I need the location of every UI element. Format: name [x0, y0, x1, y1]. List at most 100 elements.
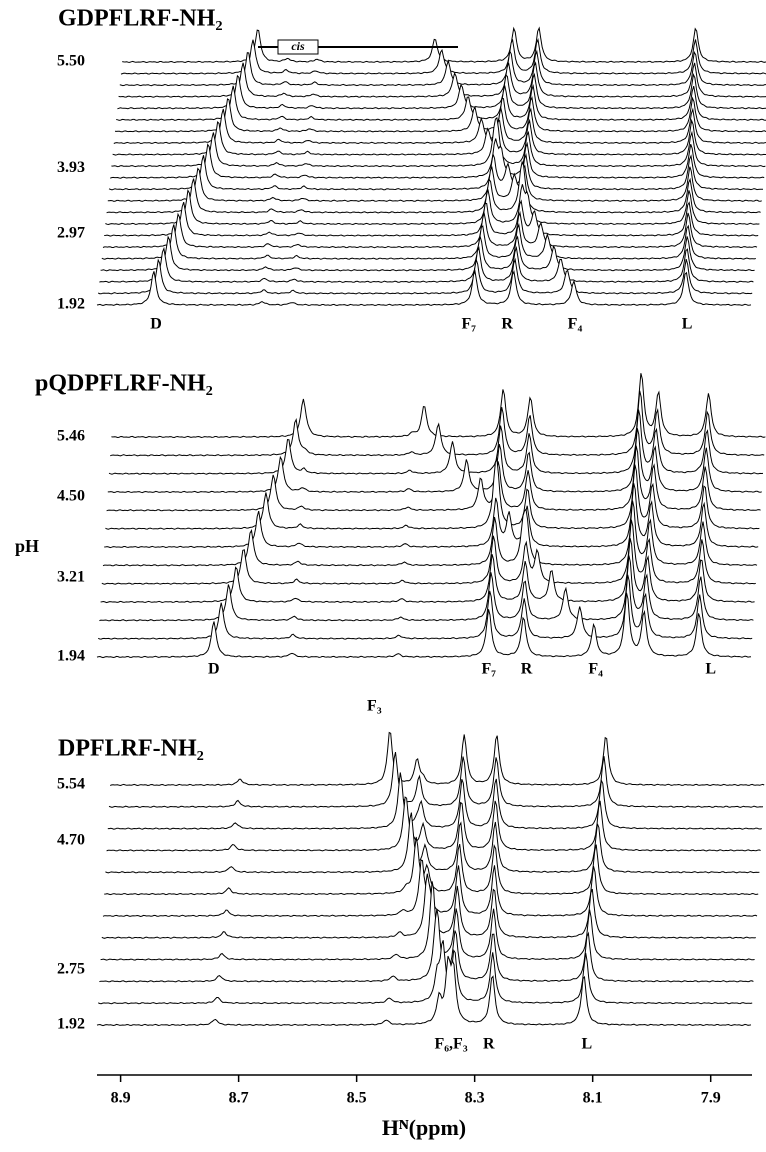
- spectrum-trace: [116, 84, 766, 121]
- trace-mask: [100, 236, 755, 274]
- trace-mask: [104, 201, 759, 239]
- trace-mask: [101, 224, 756, 262]
- annotation: cis: [291, 39, 305, 53]
- y-tick-label: 1.92: [57, 296, 85, 313]
- spectrum-trace: [96, 592, 752, 659]
- y-tick-label: 5.46: [57, 428, 85, 445]
- x-tick-label: 8.1: [583, 1090, 603, 1107]
- peak-label: F₆,F₃: [434, 1036, 467, 1053]
- trace-mask: [110, 390, 765, 459]
- spectrum-trace: [97, 574, 753, 640]
- spectrum-trace: [106, 445, 761, 512]
- trace-mask: [111, 117, 766, 170]
- peak-label: F₇: [482, 661, 497, 678]
- spectrum-trace: [108, 409, 764, 475]
- trace-mask: [122, 28, 766, 65]
- spectrum-trace: [104, 836, 759, 896]
- trace-mask: [105, 184, 760, 227]
- spectrum-trace: [110, 138, 765, 179]
- spectrum-trace: [107, 164, 762, 202]
- y-tick-label: 5.50: [57, 53, 85, 70]
- y-tick-label: 2.97: [57, 224, 85, 241]
- spectrum-trace: [117, 72, 766, 110]
- y-tick-label: 3.93: [57, 159, 85, 176]
- spectrum-trace: [104, 483, 759, 549]
- panel-title: DPFLRF-NH₂: [58, 736, 204, 762]
- trace-mask: [112, 120, 766, 158]
- spectrum-trace: [106, 160, 761, 214]
- trace-mask: [116, 85, 766, 123]
- trace-mask: [107, 165, 762, 204]
- trace-mask: [110, 138, 765, 181]
- spectrum-trace: [105, 457, 760, 530]
- trace-mask: [113, 108, 766, 146]
- trace-mask: [109, 752, 763, 810]
- spectrum-trace: [118, 61, 766, 98]
- peak-label: L: [581, 1036, 592, 1053]
- panel-title: pQDPFLRF-NH₂: [35, 371, 213, 397]
- cis-box: [277, 39, 319, 55]
- peak-label: R: [501, 316, 513, 333]
- spectrum-trace: [97, 257, 753, 295]
- spectrum-trace: [113, 107, 766, 145]
- x-tick-label: 8.7: [229, 1090, 249, 1107]
- trace-mask: [97, 271, 751, 308]
- spectrum-trace: [108, 152, 764, 191]
- spectrum-trace: [99, 555, 754, 622]
- x-axis-label: Hᴺ(ppm): [382, 1115, 466, 1140]
- peak-label: D: [150, 316, 162, 333]
- spectrum-trace: [102, 500, 758, 567]
- peak-label: R: [521, 661, 533, 678]
- spectrum-trace: [105, 184, 760, 226]
- y-tick-label: 5.54: [57, 776, 85, 793]
- peak-label: L: [682, 316, 693, 333]
- x-tick-label: 7.9: [701, 1090, 721, 1107]
- trace-mask: [103, 212, 757, 251]
- spectrum-trace: [96, 269, 752, 307]
- peak-label: L: [705, 661, 716, 678]
- y-tick-label: 1.92: [57, 1016, 85, 1033]
- spectrum-trace: [119, 49, 766, 87]
- spectrum-trace: [114, 96, 766, 133]
- trace-mask: [109, 409, 763, 477]
- trace-mask: [99, 247, 754, 285]
- peak-label: F₄: [588, 661, 603, 678]
- peak-label: D: [208, 661, 220, 678]
- peak-label: F₇: [461, 316, 476, 333]
- trace-mask: [97, 956, 751, 1028]
- peak-label: F₃: [367, 698, 382, 715]
- spectrum-trace: [99, 908, 754, 983]
- spectrum-trace: [106, 796, 761, 852]
- y-tick-label: 3.21: [57, 568, 85, 585]
- trace-mask: [100, 881, 755, 963]
- spectrum-trace: [107, 428, 762, 494]
- y-tick-label: 2.75: [57, 961, 85, 978]
- spectrum-trace: [101, 873, 756, 939]
- x-tick-label: 8.9: [111, 1090, 131, 1107]
- trace-mask: [109, 154, 763, 193]
- trace-mask: [106, 445, 761, 514]
- peak-label: F₄: [568, 316, 583, 333]
- spectrum-trace: [111, 116, 766, 168]
- spectrum-trace: [96, 955, 752, 1027]
- trace-mask: [105, 459, 760, 532]
- trace-mask: [117, 74, 766, 112]
- x-tick-label: 8.3: [465, 1090, 485, 1107]
- spectrum-trace: [105, 812, 760, 874]
- panel-title: GDPFLRF-NH₂: [58, 6, 223, 32]
- spectrum-trace: [107, 772, 762, 830]
- spectrum-trace: [110, 731, 765, 787]
- trace-mask: [115, 97, 766, 135]
- spectrum-trace: [102, 210, 758, 249]
- trace-mask: [98, 940, 753, 1007]
- spectrum-trace: [100, 881, 755, 961]
- spectrum-trace: [110, 390, 765, 457]
- trace-mask: [106, 162, 761, 216]
- trace-mask: [98, 259, 753, 297]
- trace-mask: [111, 373, 766, 440]
- trace-mask: [107, 772, 762, 832]
- spectrum-trace: [108, 751, 764, 808]
- trace-mask: [99, 909, 754, 985]
- y-axis-label: pH: [15, 536, 39, 556]
